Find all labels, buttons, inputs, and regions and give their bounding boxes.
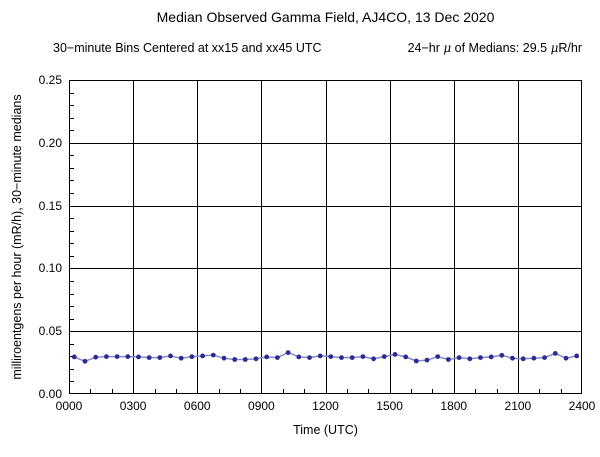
data-point	[317, 353, 323, 359]
data-point	[210, 352, 216, 358]
x-tick-label: 0600	[183, 399, 211, 413]
data-point	[456, 355, 462, 360]
y-tick-label: 0.20	[38, 135, 62, 150]
data-point	[296, 354, 302, 360]
x-tick-label: 0000	[55, 399, 83, 413]
data-point	[371, 356, 376, 362]
data-point	[446, 357, 451, 362]
data-point	[82, 358, 88, 364]
x-tick-label: 1500	[376, 399, 403, 413]
data-point	[339, 355, 344, 360]
data-point	[552, 351, 558, 356]
chart-title: Median Observed Gamma Field, AJ4CO, 13 D…	[156, 9, 495, 25]
data-point	[189, 354, 195, 360]
data-point	[403, 354, 409, 360]
data-point	[178, 355, 184, 361]
x-axis-label: Time (UTC)	[293, 423, 358, 437]
x-tick-label: 1800	[440, 399, 468, 413]
subtitle-bins: 30−minute Bins Centered at xx15 and xx45…	[53, 41, 322, 55]
x-tick-label: 2100	[504, 399, 532, 413]
data-point	[221, 355, 227, 361]
data-point	[488, 354, 494, 360]
y-tick-label: 0.10	[38, 261, 62, 276]
data-point	[328, 354, 334, 359]
data-point	[200, 353, 206, 359]
mean-annotation: 24−hr μ of Medians: 29.5 μR/hr	[407, 41, 582, 55]
data-point	[349, 355, 355, 360]
data-point	[413, 358, 419, 364]
data-point	[360, 354, 366, 359]
data-point	[520, 356, 526, 362]
data-point	[542, 355, 547, 360]
data-point	[104, 354, 109, 359]
y-tick-label: 0.05	[38, 324, 62, 339]
data-point	[574, 353, 580, 359]
x-tick-label: 1200	[312, 399, 339, 413]
data-point	[264, 354, 270, 360]
data-point	[93, 354, 99, 360]
data-point	[510, 355, 515, 361]
plot-area	[69, 80, 582, 394]
data-point	[435, 354, 441, 359]
data-point	[478, 355, 483, 360]
x-tick-label: 2400	[568, 399, 596, 413]
data-point	[146, 355, 152, 360]
data-point	[467, 356, 473, 362]
data-point	[499, 352, 505, 358]
y-tick-label: 0.00	[38, 387, 62, 401]
data-point	[71, 354, 77, 360]
x-tick-label: 0300	[119, 399, 147, 413]
data-point	[253, 356, 259, 362]
data-point	[531, 355, 537, 361]
data-point	[424, 357, 430, 363]
data-point	[114, 354, 120, 359]
data-point	[136, 354, 141, 360]
data-point	[232, 357, 238, 362]
data-point	[242, 357, 248, 362]
data-point	[307, 355, 312, 360]
data-point	[285, 350, 291, 355]
data-point	[125, 354, 131, 359]
data-point	[275, 355, 280, 360]
plot-frame	[69, 80, 582, 394]
data-point	[168, 353, 173, 359]
data-point	[392, 352, 398, 357]
data-point	[157, 355, 163, 360]
y-tick-label: 0.25	[38, 73, 62, 87]
x-tick-label: 0900	[248, 399, 275, 413]
data-point	[563, 355, 569, 361]
data-point	[381, 354, 387, 359]
y-tick-label: 0.15	[38, 198, 62, 213]
